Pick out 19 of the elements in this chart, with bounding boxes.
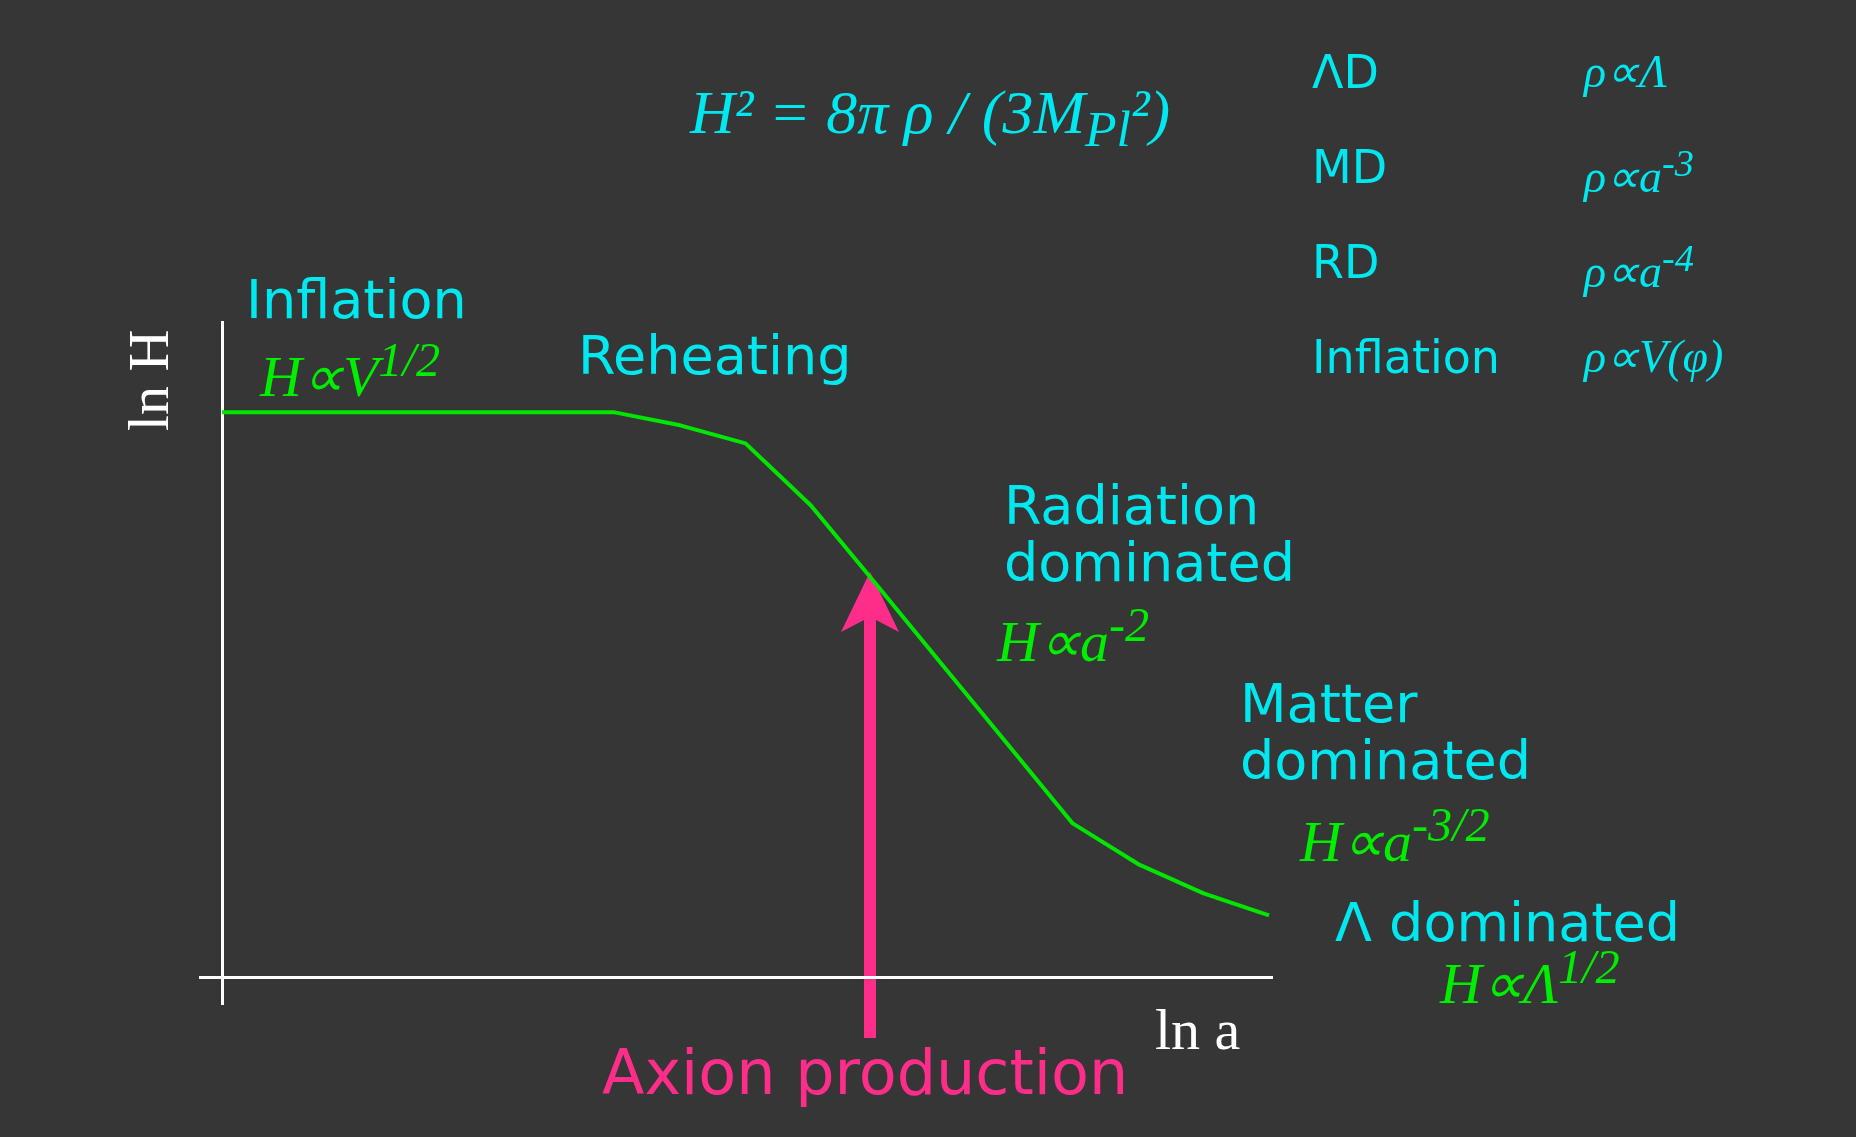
text: ρ∝Λ (1584, 46, 1667, 97)
y-axis-title: ln H (116, 329, 182, 431)
annotation: Matter dominated (1240, 672, 1532, 792)
text: ΛD (1312, 45, 1379, 99)
text: H² = 8π ρ / (3M$_{Pl}$²) (690, 78, 1171, 158)
text: ρ∝a$^{-4}$ (1584, 237, 1695, 298)
text: MD (1312, 140, 1388, 194)
x-axis-title: ln a (1155, 997, 1241, 1062)
text: Reheating (578, 324, 852, 387)
text: H∝V$^{1/2}$ (260, 333, 441, 410)
text: RD (1312, 235, 1380, 289)
text: Inflation (246, 268, 467, 331)
text: ρ∝a$^{-3}$ (1584, 142, 1695, 203)
annotation: Radiation dominated (1004, 474, 1296, 594)
text: H∝a$^{-3/2}$ (1300, 798, 1490, 875)
annotation: H∝a$^{-2}$ (997, 598, 1150, 675)
text: Inflation (1312, 330, 1500, 384)
text: ρ∝V(φ) (1584, 331, 1724, 382)
text: Axion production (602, 1036, 1129, 1109)
